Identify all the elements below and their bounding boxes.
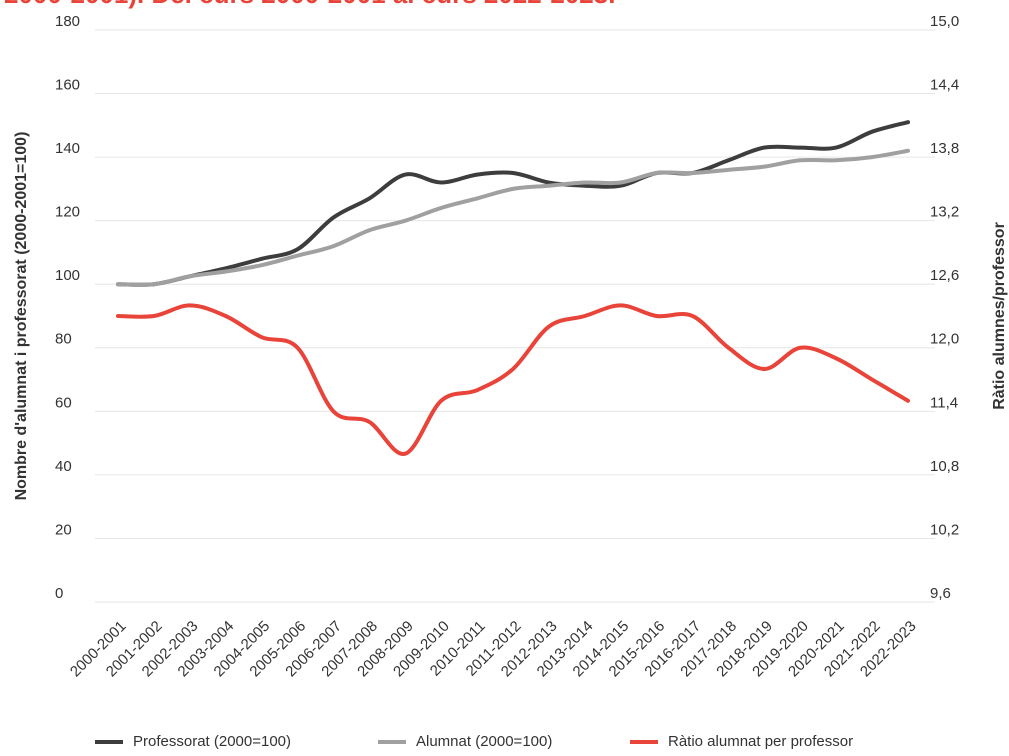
y2-tick-label: 13,2 [930,204,959,221]
legend-label: Alumnat (2000=100) [416,733,552,750]
y-tick-label: 0 [55,585,63,602]
y-tick-label: 120 [55,204,80,221]
y2-tick-label: 11,4 [930,394,958,411]
y2-tick-label: 14,4 [930,77,959,94]
y-tick-label: 100 [55,267,80,284]
chart-title: 2000-2001). Del curs 2000-2001 al curs 2… [4,0,615,9]
y2-tick-label: 15,0 [930,13,959,30]
y2-tick-label: 9,6 [930,585,951,602]
y-tick-label: 160 [55,77,80,94]
legend-label: Professorat (2000=100) [133,733,291,750]
y-axis-label: Nombre d'alumnat i professorat (2000-200… [13,132,30,501]
y2-tick-label: 10,8 [930,458,959,475]
y-tick-label: 140 [55,140,80,157]
y-tick-label: 40 [55,458,72,475]
legend-label: Ràtio alumnat per professor [668,733,853,750]
series-line [116,120,910,287]
y-tick-label: 180 [55,13,80,30]
series-line [116,303,910,456]
y-tick-label: 20 [55,521,72,538]
y2-tick-label: 12,0 [930,331,959,348]
y-tick-label: 80 [55,331,72,348]
y-tick-label: 60 [55,394,72,411]
y2-axis-label: Ràtio alumnes/professor [991,222,1008,410]
y2-tick-label: 12,6 [930,267,959,284]
series-line [116,148,910,287]
y2-tick-label: 10,2 [930,521,959,538]
y2-tick-label: 13,8 [930,140,959,157]
